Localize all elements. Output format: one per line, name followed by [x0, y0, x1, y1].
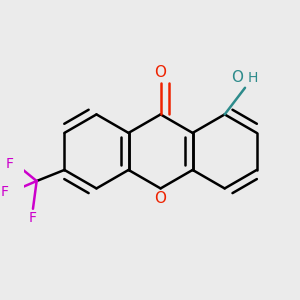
Text: H: H [248, 71, 258, 85]
Text: O: O [154, 65, 166, 80]
Text: F: F [29, 211, 37, 225]
Text: O: O [154, 191, 166, 206]
Text: F: F [6, 158, 14, 171]
Text: F: F [1, 185, 8, 199]
Text: O: O [232, 70, 244, 85]
